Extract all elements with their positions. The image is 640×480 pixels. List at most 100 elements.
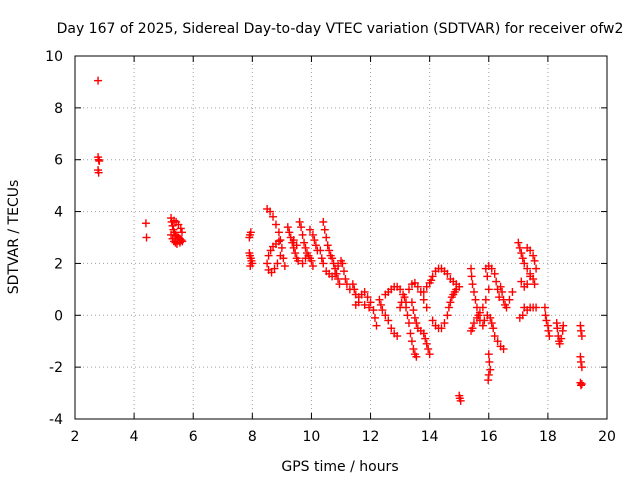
data-point xyxy=(544,326,553,335)
y-tick-label: 8 xyxy=(54,101,63,117)
data-point xyxy=(467,264,476,273)
data-point xyxy=(440,319,449,328)
data-point xyxy=(409,344,418,353)
data-point xyxy=(274,237,283,246)
data-point xyxy=(555,339,564,348)
data-point xyxy=(541,311,550,320)
data-point xyxy=(142,233,151,242)
data-point xyxy=(496,282,505,291)
data-point xyxy=(295,217,304,226)
data-point xyxy=(285,228,294,237)
data-point xyxy=(323,241,332,250)
data-point xyxy=(530,256,539,265)
data-point xyxy=(360,287,369,296)
data-point xyxy=(576,357,585,366)
data-point xyxy=(470,287,478,296)
data-point xyxy=(486,313,495,322)
x-tick-label: 14 xyxy=(421,429,439,445)
x-tick-label: 18 xyxy=(539,429,557,445)
data-point xyxy=(404,285,413,294)
data-point xyxy=(366,298,375,307)
data-point xyxy=(424,344,433,353)
data-point xyxy=(350,285,359,294)
data-point xyxy=(422,303,431,312)
data-point xyxy=(246,262,255,271)
data-point xyxy=(280,262,289,271)
data-point xyxy=(369,306,378,315)
data-point xyxy=(577,379,586,388)
data-point xyxy=(372,321,381,330)
data-point xyxy=(518,254,527,263)
data-point xyxy=(292,241,301,250)
data-point xyxy=(471,295,480,304)
data-point xyxy=(493,337,502,346)
data-point xyxy=(94,76,103,85)
data-point xyxy=(177,228,186,237)
y-axis-label: SDTVAR / TECUs xyxy=(6,180,22,295)
x-tick-label: 16 xyxy=(480,429,498,445)
data-point xyxy=(467,272,476,281)
data-point xyxy=(508,287,517,296)
data-point xyxy=(167,230,176,239)
data-point xyxy=(529,251,538,260)
data-point xyxy=(348,280,357,289)
data-point xyxy=(523,280,532,289)
data-point xyxy=(168,221,177,230)
data-point xyxy=(269,212,278,221)
data-point xyxy=(363,293,372,302)
data-point xyxy=(515,243,524,252)
data-point xyxy=(444,303,453,312)
data-point xyxy=(317,254,326,263)
data-point xyxy=(557,334,566,343)
data-point xyxy=(407,298,416,307)
data-point xyxy=(329,259,338,268)
data-point xyxy=(490,269,499,278)
y-tick-label: 2 xyxy=(54,256,63,272)
data-point xyxy=(495,293,504,302)
y-tick-label: 6 xyxy=(54,153,63,169)
x-tick-label: 8 xyxy=(248,429,257,445)
data-point xyxy=(559,321,568,330)
data-point xyxy=(532,264,541,273)
data-point xyxy=(530,280,539,289)
data-point xyxy=(263,259,272,268)
plot-frame xyxy=(74,55,608,420)
data-point xyxy=(489,324,498,333)
data-point xyxy=(542,316,551,325)
data-point xyxy=(545,332,554,341)
data-point xyxy=(505,295,514,304)
data-point xyxy=(294,256,303,265)
data-point xyxy=(273,259,282,268)
data-point xyxy=(360,300,369,309)
x-tick-label: 2 xyxy=(71,429,80,445)
data-point xyxy=(297,223,306,232)
data-point xyxy=(276,236,285,245)
data-point xyxy=(279,254,288,263)
data-point xyxy=(514,238,523,247)
data-point xyxy=(483,272,492,281)
data-point xyxy=(397,298,406,307)
data-point xyxy=(403,311,412,320)
data-point xyxy=(308,230,317,239)
chart-title: Day 167 of 2025, Sidereal Day-to-day VTE… xyxy=(57,21,624,37)
data-point xyxy=(301,254,310,263)
data-point xyxy=(283,223,292,232)
data-point xyxy=(376,300,385,309)
data-point xyxy=(375,295,384,304)
data-point xyxy=(322,233,331,242)
data-point xyxy=(419,329,428,338)
axis-ticks xyxy=(74,55,608,420)
data-point xyxy=(175,238,184,247)
data-point xyxy=(354,298,363,307)
data-point xyxy=(484,350,493,359)
data-point xyxy=(446,298,455,307)
data-point xyxy=(381,311,390,320)
data-point xyxy=(502,303,511,312)
data-point xyxy=(384,316,393,325)
data-point xyxy=(378,306,387,315)
data-point xyxy=(328,254,337,263)
data-point xyxy=(400,293,409,302)
data-point xyxy=(523,264,532,273)
data-point xyxy=(412,319,421,328)
data-point xyxy=(532,303,541,312)
